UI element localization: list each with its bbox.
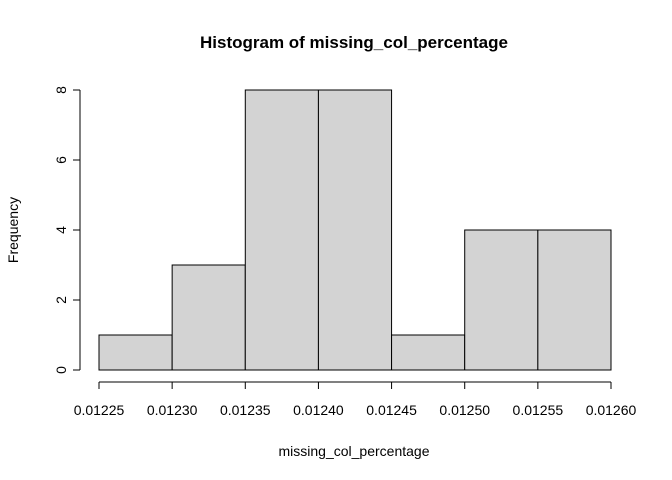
histogram-bar-6 [464,229,539,371]
y-tick-label: 4 [53,226,69,234]
y-tick-label: 0 [53,366,69,374]
x-tick-label: 0.01250 [439,402,490,418]
y-axis-label: Frequency [5,197,21,263]
histogram-bar-4 [317,89,393,371]
y-tick-label: 8 [53,86,69,94]
x-tick-label: 0.01245 [366,402,417,418]
x-axis: 0.01225 0.01230 0.01235 0.01240 0.01245 0.012… [74,381,637,418]
histogram-bar-3 [244,89,319,371]
x-tick-label: 0.01240 [293,402,344,418]
x-tick-label: 0.01230 [147,402,198,418]
histogram-bar-5 [391,334,466,371]
bars-group [98,89,612,371]
x-tick-label: 0.01260 [586,402,637,418]
histogram-bar-2 [171,264,246,371]
x-tick-label: 0.01225 [74,402,125,418]
histogram-bar-1 [98,334,173,371]
x-axis-label: missing_col_percentage [279,443,430,459]
y-tick-label: 6 [53,156,69,164]
y-tick-label: 2 [53,296,69,304]
y-axis: 0 2 4 6 8 [53,86,81,374]
x-tick-label: 0.01235 [220,402,271,418]
chart-title: Histogram of missing_col_percentage [200,33,508,52]
x-tick-label: 0.01255 [513,402,564,418]
histogram-bar-7 [537,229,612,371]
